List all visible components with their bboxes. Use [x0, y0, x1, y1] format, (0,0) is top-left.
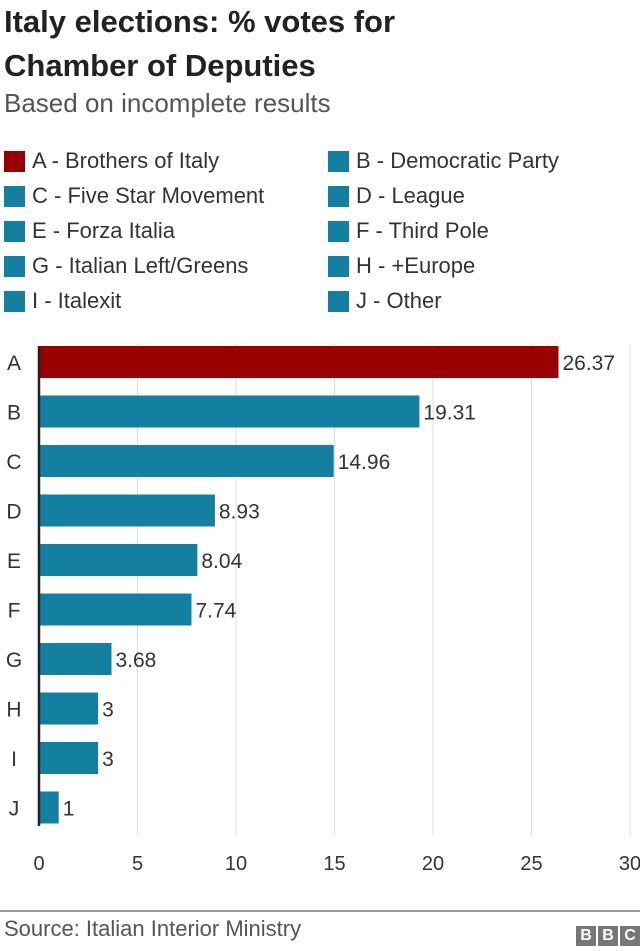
legend-swatch: [328, 220, 349, 242]
data-label: 3: [102, 748, 114, 771]
category-label: G: [6, 649, 22, 672]
legend-item: G - Italian Left/Greens: [4, 253, 248, 279]
legend-swatch: [4, 290, 25, 312]
data-label: 8.93: [219, 501, 260, 524]
legend-label: A - Brothers of Italy: [32, 148, 220, 173]
legend-item: I - Italexit: [4, 288, 121, 314]
data-label: 14.96: [338, 451, 391, 474]
legend-label: B - Democratic Party: [356, 148, 559, 173]
legend-item: H - +Europe: [328, 253, 475, 279]
category-label: A: [7, 352, 21, 375]
data-label: 26.37: [562, 352, 615, 375]
legend-swatch: [328, 255, 349, 277]
category-label: E: [7, 550, 21, 573]
category-label: B: [7, 402, 21, 425]
source-note: Source: Italian Interior Ministry: [4, 916, 302, 941]
x-tick-label: 15: [323, 853, 345, 875]
bar-A: [39, 346, 559, 378]
data-label: 7.74: [195, 600, 236, 623]
legend-swatch: [4, 185, 25, 207]
data-label: 1: [63, 798, 75, 821]
bar-H: [39, 692, 99, 725]
bar-B: [39, 395, 420, 428]
category-label: I: [11, 748, 17, 771]
legend-swatch: [328, 185, 349, 207]
legend-item: F - Third Pole: [328, 218, 489, 244]
legend-swatch: [4, 220, 25, 242]
legend-item: B - Democratic Party: [328, 148, 559, 174]
legend-item: D - League: [328, 183, 465, 209]
legend-item: J - Other: [328, 288, 442, 314]
legend-item: C - Five Star Movement: [4, 183, 264, 209]
bar-D: [39, 494, 215, 527]
legend-swatch: [4, 255, 25, 277]
bar-E: [39, 544, 198, 576]
category-label: D: [6, 501, 21, 524]
category-label: J: [9, 798, 20, 821]
data-label: 19.31: [423, 402, 476, 425]
legend-label: J - Other: [356, 288, 442, 313]
bar-F: [39, 593, 192, 626]
data-label: 3: [102, 699, 114, 722]
footer-divider: [0, 910, 640, 912]
legend-item: E - Forza Italia: [4, 218, 175, 244]
x-tick-label: 10: [225, 853, 247, 875]
chart-title: Italy elections: % votes for Chamber of …: [4, 4, 396, 83]
data-label: 8.04: [201, 550, 242, 573]
bar-chart: 0 5 10 15 20 25 30 A 26.37 B 19.31 C 14.96 D 8.93 E 8.04…: [6, 344, 640, 875]
chart-subtitle: Based on incomplete results: [4, 88, 331, 118]
category-label: F: [8, 600, 21, 623]
bar-I: [39, 742, 99, 774]
legend-label: H - +Europe: [356, 253, 476, 278]
bar-G: [39, 643, 112, 675]
x-tick-label: 25: [520, 853, 542, 875]
data-label: 3.68: [115, 649, 156, 672]
category-label: H: [6, 699, 21, 722]
legend-swatch: [4, 150, 25, 172]
x-tick-label: 0: [33, 853, 44, 875]
legend-item: A - Brothers of Italy: [4, 148, 219, 174]
legend-label: E - Forza Italia: [32, 218, 176, 243]
x-tick-label: 30: [619, 853, 640, 875]
bar-C: [39, 445, 334, 477]
legend-label: D - League: [356, 183, 465, 208]
legend-swatch: [328, 150, 349, 172]
category-label: C: [6, 451, 21, 474]
legend-label: I - Italexit: [32, 288, 122, 313]
x-tick-label: 20: [422, 853, 444, 875]
x-tick-label: 5: [132, 853, 143, 875]
legend-swatch: [328, 290, 349, 312]
legend-label: G - Italian Left/Greens: [32, 253, 249, 278]
legend-label: C - Five Star Movement: [32, 183, 265, 208]
legend-label: F - Third Pole: [356, 218, 489, 243]
bar-J: [39, 791, 59, 824]
